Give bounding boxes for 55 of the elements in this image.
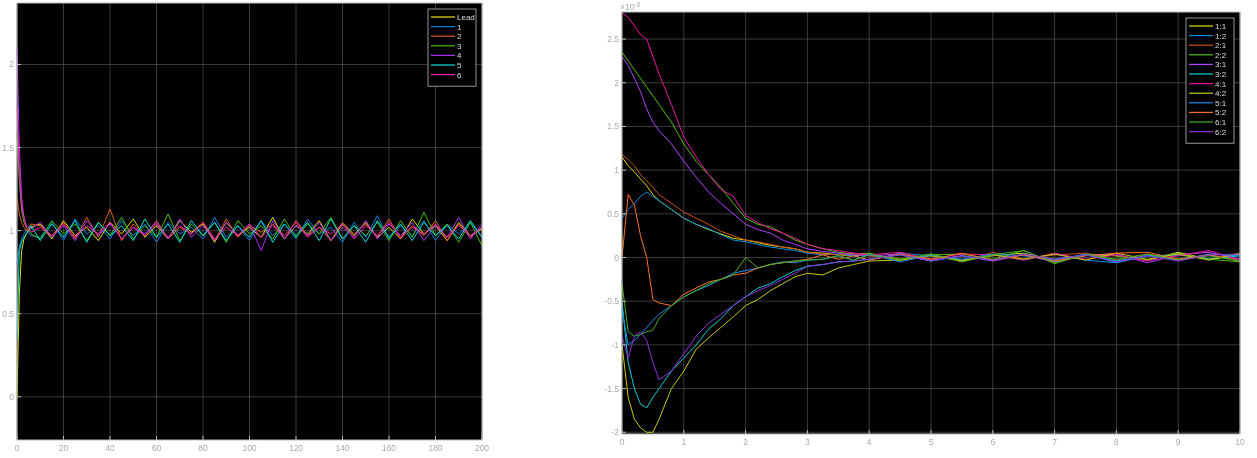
y-tick-label: 2 bbox=[614, 77, 620, 88]
x-tick-label: 160 bbox=[381, 443, 397, 453]
legend-label: 2:2 bbox=[1215, 50, 1227, 60]
legend-label: Lead bbox=[457, 13, 475, 22]
legend-label: 5:2 bbox=[1215, 108, 1227, 118]
y-tick-label: 1 bbox=[9, 225, 15, 236]
x-tick-label: 40 bbox=[105, 443, 115, 453]
x-tick-label: 80 bbox=[198, 443, 208, 453]
legend-label: 2:1 bbox=[1215, 41, 1227, 51]
y-tick-label: -0.5 bbox=[604, 296, 620, 307]
legend-label: 4:1 bbox=[1215, 79, 1227, 89]
x-tick-label: 100 bbox=[242, 443, 257, 453]
legend-label: 4 bbox=[457, 51, 462, 61]
x-tick-label: 9 bbox=[1175, 437, 1181, 447]
x-tick-label: 2 bbox=[743, 437, 749, 447]
x-tick-label: 4 bbox=[866, 437, 872, 447]
y-tick-label: 1.5 bbox=[607, 121, 620, 132]
x-tick-label: 5 bbox=[928, 437, 934, 447]
x-tick-label: 7 bbox=[1052, 437, 1058, 447]
y-tick-label: 0.5 bbox=[2, 308, 15, 319]
legend-label: 1 bbox=[457, 22, 462, 32]
y-tick-label: 2.5 bbox=[607, 34, 620, 45]
legend-label: 1:2 bbox=[1215, 31, 1227, 41]
legend-label: 4:2 bbox=[1215, 89, 1227, 99]
x-tick-label: 120 bbox=[288, 443, 304, 453]
y-tick-label: 0 bbox=[614, 252, 620, 263]
legend-label: 3:2 bbox=[1215, 70, 1227, 79]
y-tick-label: -1 bbox=[611, 339, 620, 350]
x-tick-label: 3 bbox=[805, 437, 811, 447]
y-tick-label: 2 bbox=[9, 59, 15, 70]
legend-label: 5:1 bbox=[1215, 98, 1227, 108]
x-tick-label: 10 bbox=[1235, 437, 1245, 447]
x-tick-label: 8 bbox=[1114, 437, 1120, 447]
x-tick-label: 60 bbox=[151, 443, 162, 453]
y-tick-label: -2 bbox=[611, 427, 620, 438]
y-tick-label: 1 bbox=[614, 165, 620, 176]
annotation: ×10$^{-3}$ bbox=[620, 0, 641, 12]
x-tick-label: 180 bbox=[428, 443, 443, 453]
x-tick-label: 6 bbox=[990, 437, 996, 447]
legend-label: 1:1 bbox=[1215, 22, 1227, 31]
legend-label: 6 bbox=[457, 70, 462, 80]
legend-label: 5 bbox=[457, 61, 462, 70]
x-tick-label: 20 bbox=[58, 443, 69, 453]
x-tick-label: 140 bbox=[335, 443, 350, 453]
x-tick-label: 200 bbox=[474, 443, 490, 453]
legend-label: 3:1 bbox=[1215, 60, 1227, 70]
legend-label: 2 bbox=[457, 32, 462, 42]
y-tick-label: 0.5 bbox=[607, 208, 620, 219]
legend-label: 6:1 bbox=[1215, 118, 1227, 127]
y-tick-label: 0 bbox=[9, 391, 15, 402]
legend-label: 6:2 bbox=[1215, 127, 1227, 137]
y-tick-label: 1.5 bbox=[2, 142, 15, 153]
x-tick-label: 1 bbox=[681, 437, 687, 447]
legend-label: 3 bbox=[457, 41, 462, 51]
y-tick-label: -1.5 bbox=[604, 383, 620, 394]
